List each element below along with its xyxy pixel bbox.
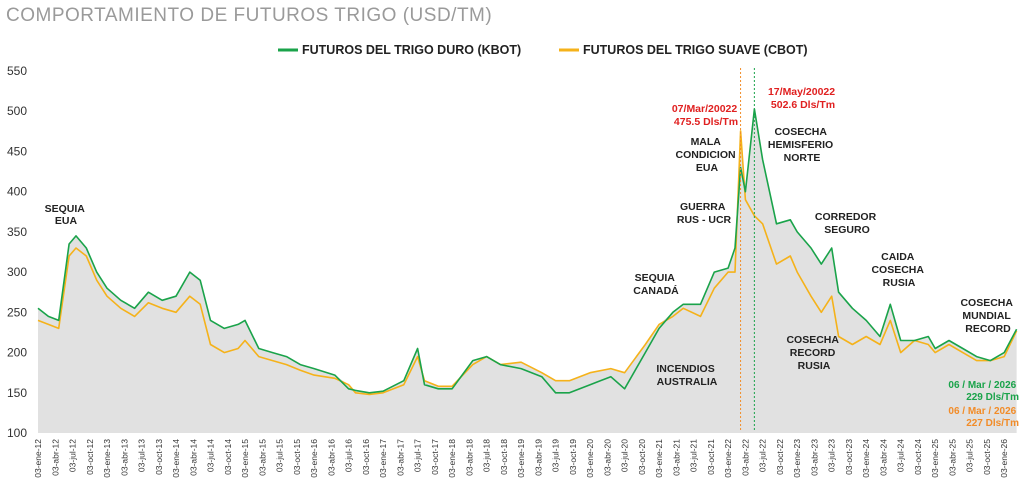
x-tick-label: 03-abr-16 bbox=[326, 439, 336, 476]
x-tick-label: 03-abr-14 bbox=[188, 439, 198, 476]
annotation-last-kbot: 06 / Mar / 2026 229 Dls/Tm bbox=[948, 380, 1019, 403]
x-tick-label: 03-jul-14 bbox=[206, 439, 216, 472]
legend-cbot-label: FUTUROS DEL TRIGO SUAVE (CBOT) bbox=[583, 43, 808, 57]
y-tick-label: 500 bbox=[7, 104, 27, 118]
y-axis: 550 500 450 400 350 300 250 200 150 100 bbox=[7, 64, 27, 440]
x-tick-label: 03-oct-20 bbox=[637, 439, 647, 475]
x-tick-label: 03-jul-13 bbox=[137, 439, 147, 472]
legend: FUTUROS DEL TRIGO DURO (KBOT) FUTUROS DE… bbox=[278, 43, 808, 57]
x-tick-label: 03-jul-24 bbox=[896, 439, 906, 472]
chart-title: COMPORTAMIENTO DE FUTUROS TRIGO (USD/TM) bbox=[6, 5, 492, 26]
y-tick-label: 450 bbox=[7, 144, 27, 158]
y-tick-label: 200 bbox=[7, 346, 27, 360]
x-tick-label: 03-abr-22 bbox=[740, 439, 750, 476]
x-tick-label: 03-oct-12 bbox=[85, 439, 95, 475]
annotation-corredor: CORREDOR SEGURO bbox=[815, 211, 879, 236]
x-tick-label: 03-abr-20 bbox=[602, 439, 612, 476]
x-tick-label: 03-ene-24 bbox=[861, 439, 871, 478]
area-fill bbox=[38, 109, 1017, 433]
x-tick-label: 03-jul-20 bbox=[620, 439, 630, 472]
x-tick-label: 03-abr-21 bbox=[671, 439, 681, 476]
x-tick-label: 03-ene-16 bbox=[309, 439, 319, 478]
annotation-incendios: INCENDIOS AUSTRALIA bbox=[656, 363, 717, 388]
x-tick-label: 03-abr-25 bbox=[947, 439, 957, 476]
x-tick-label: 03-oct-21 bbox=[706, 439, 716, 475]
x-tick-label: 03-jul-17 bbox=[413, 439, 423, 472]
annotations: SEQUIA EUA MALA CONDICION EUA GUERRA RUS… bbox=[45, 86, 1019, 429]
legend-kbot-label: FUTUROS DEL TRIGO DURO (KBOT) bbox=[302, 43, 521, 57]
series-line-kbot bbox=[37, 108, 1018, 394]
annotation-cosecha-hemisferio: COSECHA HEMISFERIO NORTE bbox=[768, 126, 836, 164]
annotation-last-cbot: 06 / Mar / 2026 227 Dls/Tm bbox=[948, 406, 1019, 429]
x-tick-label: 03-oct-23 bbox=[844, 439, 854, 475]
x-tick-label: 03-abr-19 bbox=[533, 439, 543, 476]
x-tick-label: 03-jul-21 bbox=[689, 439, 699, 472]
x-tick-label: 03-ene-17 bbox=[378, 439, 388, 478]
x-tick-label: 03-abr-13 bbox=[119, 439, 129, 476]
x-tick-label: 03-oct-14 bbox=[223, 439, 233, 475]
x-tick-label: 03-ene-15 bbox=[240, 439, 250, 478]
y-tick-label: 100 bbox=[7, 426, 27, 440]
x-tick-label: 03-jul-16 bbox=[344, 439, 354, 472]
x-tick-label: 03-jul-25 bbox=[965, 439, 975, 472]
y-tick-label: 150 bbox=[7, 386, 27, 400]
x-tick-label: 03-abr-17 bbox=[395, 439, 405, 476]
x-tick-label: 03-ene-14 bbox=[171, 439, 181, 478]
y-tick-label: 550 bbox=[7, 64, 27, 78]
x-tick-label: 03-oct-22 bbox=[775, 439, 785, 475]
y-tick-label: 350 bbox=[7, 225, 27, 239]
series-line-cbot bbox=[37, 130, 1018, 396]
x-tick-label: 03-ene-18 bbox=[447, 439, 457, 478]
x-tick-label: 03-ene-21 bbox=[654, 439, 664, 478]
plot-area bbox=[37, 108, 1018, 433]
x-tick-label: 03-oct-25 bbox=[982, 439, 992, 475]
annotation-peak-kbot: 17/May/20022 502.6 Dls/Tm bbox=[768, 86, 838, 111]
y-tick-label: 400 bbox=[7, 185, 27, 199]
x-tick-label: 03-jul-15 bbox=[275, 439, 285, 472]
x-tick-label: 03-jul-19 bbox=[551, 439, 561, 472]
x-tick-label: 03-abr-18 bbox=[464, 439, 474, 476]
annotation-sequia-eua: SEQUIA EUA bbox=[45, 203, 88, 227]
x-tick-label: 03-jul-22 bbox=[758, 439, 768, 472]
x-tick-label: 03-oct-16 bbox=[361, 439, 371, 475]
x-tick-label: 03-abr-24 bbox=[878, 439, 888, 476]
x-tick-label: 03-ene-23 bbox=[792, 439, 802, 478]
x-tick-label: 03-abr-23 bbox=[809, 439, 819, 476]
annotation-peak-cbot: 07/Mar/20022 475.5 Dls/Tm bbox=[672, 103, 740, 128]
x-tick-label: 03-abr-12 bbox=[50, 439, 60, 476]
x-tick-label: 03-oct-18 bbox=[499, 439, 509, 475]
x-tick-label: 03-oct-13 bbox=[154, 439, 164, 475]
annotation-mala-condicion: MALA CONDICION EUA bbox=[675, 136, 738, 174]
x-tick-label: 03-ene-26 bbox=[999, 439, 1009, 478]
annotation-cosecha-mundial: COSECHA MUNDIAL RECORD bbox=[960, 297, 1015, 335]
x-tick-label: 03-ene-12 bbox=[33, 439, 43, 478]
annotation-guerra: GUERRA RUS - UCR bbox=[677, 201, 732, 226]
x-tick-label: 03-abr-15 bbox=[257, 439, 267, 476]
annotation-caida: CAIDA COSECHA RUSIA bbox=[871, 251, 926, 289]
x-tick-label: 03-ene-20 bbox=[585, 439, 595, 478]
x-tick-label: 03-jul-18 bbox=[482, 439, 492, 472]
y-tick-label: 300 bbox=[7, 265, 27, 279]
annotation-cosecha-record: COSECHA RECORD RUSIA bbox=[786, 334, 841, 372]
y-tick-label: 250 bbox=[7, 305, 27, 319]
x-tick-label: 03-oct-19 bbox=[568, 439, 578, 475]
x-tick-label: 03-jul-23 bbox=[827, 439, 837, 472]
x-axis: 03-ene-12 03-abr-12 03-jul-12 03-oct-12 03-e… bbox=[33, 439, 1009, 478]
x-tick-label: 03-oct-24 bbox=[913, 439, 923, 475]
x-tick-label: 03-oct-17 bbox=[430, 439, 440, 475]
x-tick-label: 03-ene-19 bbox=[516, 439, 526, 478]
x-tick-label: 03-ene-13 bbox=[102, 439, 112, 478]
x-tick-label: 03-ene-22 bbox=[723, 439, 733, 478]
x-tick-label: 03-jul-12 bbox=[68, 439, 78, 472]
annotation-sequia-canada: SEQUIA CANADÁ bbox=[633, 272, 679, 297]
x-tick-label: 03-ene-25 bbox=[930, 439, 940, 478]
x-tick-label: 03-oct-15 bbox=[292, 439, 302, 475]
